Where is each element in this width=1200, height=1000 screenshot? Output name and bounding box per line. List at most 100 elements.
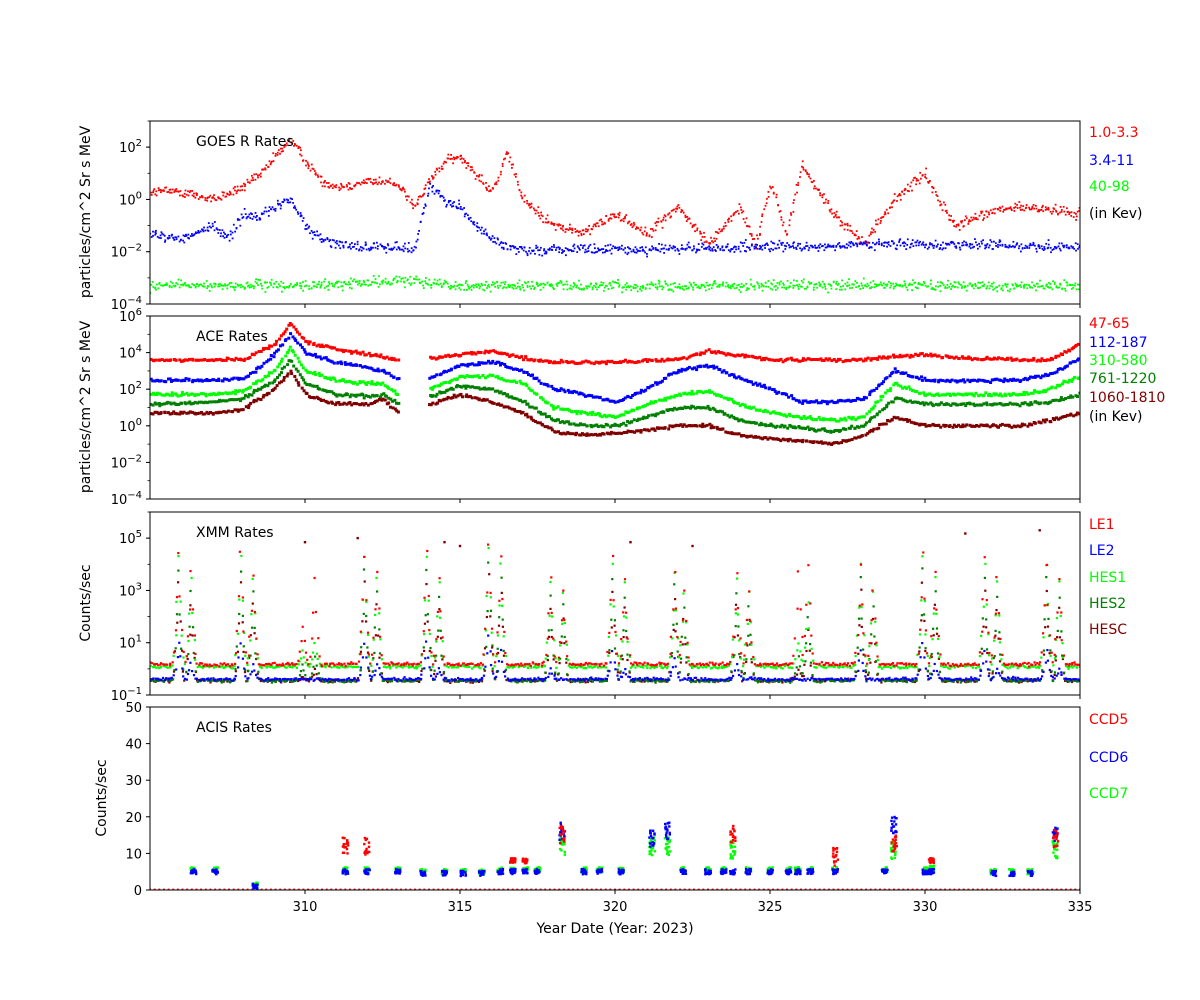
data-point-1-0-3-3 bbox=[1040, 208, 1043, 211]
data-point-112-187 bbox=[590, 394, 594, 398]
data-point-3-4-11 bbox=[342, 245, 345, 247]
data-point-761-1220 bbox=[221, 399, 225, 403]
data-point-112-187 bbox=[168, 377, 172, 381]
data-point-47-65 bbox=[489, 349, 493, 353]
data-point-3-4-11 bbox=[930, 243, 933, 245]
data-point-40-98 bbox=[526, 286, 529, 288]
y-tick-label: 102 bbox=[119, 138, 142, 156]
data-point-1-0-3-3 bbox=[464, 160, 466, 162]
data-point-1-0-3-3 bbox=[471, 166, 473, 169]
data-point-1-0-3-3 bbox=[574, 231, 577, 233]
data-point-1-0-3-3 bbox=[927, 181, 929, 183]
data-point-40-98 bbox=[572, 286, 575, 288]
data-point-1-0-3-3 bbox=[532, 207, 535, 210]
data-point-3-4-11 bbox=[202, 230, 205, 233]
data-point-3-4-11 bbox=[456, 207, 459, 210]
data-point-3-4-11 bbox=[938, 248, 941, 250]
data-point-3-4-11 bbox=[1049, 246, 1052, 249]
data-point-1-0-3-3 bbox=[503, 158, 505, 161]
data-point-3-4-11 bbox=[223, 236, 226, 239]
data-point-3-4-11 bbox=[310, 230, 313, 232]
data-point-1-0-3-3 bbox=[340, 182, 342, 185]
data-point-3-4-11 bbox=[916, 239, 919, 242]
data-point-1-0-3-3 bbox=[424, 184, 427, 187]
data-point-310-580 bbox=[824, 417, 828, 421]
data-point-1-0-3-3 bbox=[924, 173, 927, 176]
legend-entry: 3.4-11 bbox=[1089, 153, 1134, 169]
data-point-3-4-11 bbox=[431, 186, 433, 189]
data-point-1-0-3-3 bbox=[668, 212, 671, 214]
data-point-310-580 bbox=[481, 374, 485, 378]
data-point-47-65 bbox=[948, 355, 952, 359]
data-point-40-98 bbox=[767, 280, 770, 282]
data-point-40-98 bbox=[939, 285, 941, 287]
data-point-40-98 bbox=[160, 284, 162, 287]
data-point-761-1220 bbox=[446, 388, 450, 392]
data-point-40-98 bbox=[690, 283, 692, 286]
data-point-112-187 bbox=[882, 380, 885, 384]
data-point-3-4-11 bbox=[322, 240, 325, 243]
data-point-3-4-11 bbox=[966, 243, 969, 246]
data-point-1-0-3-3 bbox=[694, 223, 697, 226]
data-point-47-65 bbox=[361, 350, 365, 354]
data-point-1-0-3-3 bbox=[1078, 207, 1080, 209]
data-point-1-0-3-3 bbox=[380, 183, 382, 185]
data-point-112-187 bbox=[1047, 373, 1051, 377]
data-point-3-4-11 bbox=[547, 248, 550, 251]
data-point-1-0-3-3 bbox=[302, 160, 304, 162]
data-point-761-1220 bbox=[740, 418, 744, 422]
data-point-1-0-3-3 bbox=[402, 186, 404, 189]
data-point-1-0-3-3 bbox=[964, 219, 966, 221]
data-point-761-1220 bbox=[885, 403, 889, 407]
data-point-761-1220 bbox=[501, 392, 505, 396]
data-point-310-580 bbox=[946, 392, 950, 396]
data-point-1-0-3-3 bbox=[648, 235, 651, 238]
data-point-3-4-11 bbox=[646, 255, 648, 258]
data-point-40-98 bbox=[772, 279, 775, 281]
data-point-310-580 bbox=[352, 381, 355, 385]
data-point-112-187 bbox=[598, 395, 602, 399]
data-point-40-98 bbox=[687, 286, 690, 289]
data-point-112-187 bbox=[908, 374, 912, 378]
data-point-3-4-11 bbox=[543, 249, 545, 252]
data-point-40-98 bbox=[861, 284, 863, 287]
data-point-40-98 bbox=[582, 288, 585, 291]
data-point-1-0-3-3 bbox=[671, 209, 674, 212]
data-point-310-580 bbox=[691, 392, 695, 396]
data-point-47-65 bbox=[689, 354, 693, 358]
data-point-1-0-3-3 bbox=[813, 187, 815, 190]
data-point-3-4-11 bbox=[726, 243, 729, 246]
data-point-3-4-11 bbox=[682, 248, 684, 250]
data-point-761-1220 bbox=[1008, 401, 1012, 405]
data-point-761-1220 bbox=[312, 384, 316, 388]
data-point-3-4-11 bbox=[502, 246, 505, 249]
data-point-3-4-11 bbox=[484, 228, 487, 231]
data-point-47-65 bbox=[1001, 357, 1004, 361]
data-point-1-0-3-3 bbox=[669, 216, 672, 219]
data-point-47-65 bbox=[837, 357, 840, 361]
data-point-112-187 bbox=[649, 384, 653, 388]
data-point-1-0-3-3 bbox=[822, 202, 825, 204]
data-point-40-98 bbox=[793, 279, 795, 282]
data-point-3-4-11 bbox=[152, 234, 154, 237]
data-point-40-98 bbox=[317, 283, 320, 286]
data-point-47-65 bbox=[824, 357, 828, 361]
data-point-761-1220 bbox=[345, 393, 349, 396]
data-point-3-4-11 bbox=[746, 246, 748, 248]
data-point-3-4-11 bbox=[178, 240, 181, 243]
data-point-1-0-3-3 bbox=[511, 167, 513, 169]
data-point-47-65 bbox=[754, 356, 757, 359]
data-point-761-1220 bbox=[150, 402, 153, 406]
data-point-1-0-3-3 bbox=[924, 176, 926, 178]
data-point-40-98 bbox=[687, 287, 690, 290]
data-point-40-98 bbox=[226, 284, 228, 287]
data-point-40-98 bbox=[879, 281, 882, 284]
data-point-112-187 bbox=[551, 387, 555, 391]
data-point-1-0-3-3 bbox=[652, 229, 655, 232]
data-point-40-98 bbox=[944, 286, 947, 288]
data-point-40-98 bbox=[374, 278, 377, 280]
data-point-3-4-11 bbox=[785, 245, 788, 248]
data-point-1-0-3-3 bbox=[1063, 210, 1066, 213]
data-point-40-98 bbox=[519, 288, 522, 290]
data-point-1-0-3-3 bbox=[712, 241, 715, 244]
